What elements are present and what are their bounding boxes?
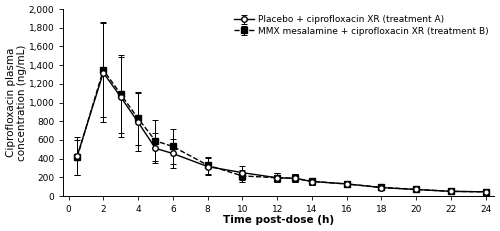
- Y-axis label: Ciprofloxacin plasma
concentration (ng/mL): Ciprofloxacin plasma concentration (ng/m…: [6, 44, 27, 161]
- Legend: Placebo + ciprofloxacin XR (treatment A), MMX mesalamine + ciprofloxacin XR (tre: Placebo + ciprofloxacin XR (treatment A)…: [232, 14, 490, 37]
- X-axis label: Time post-dose (h): Time post-dose (h): [224, 216, 334, 225]
